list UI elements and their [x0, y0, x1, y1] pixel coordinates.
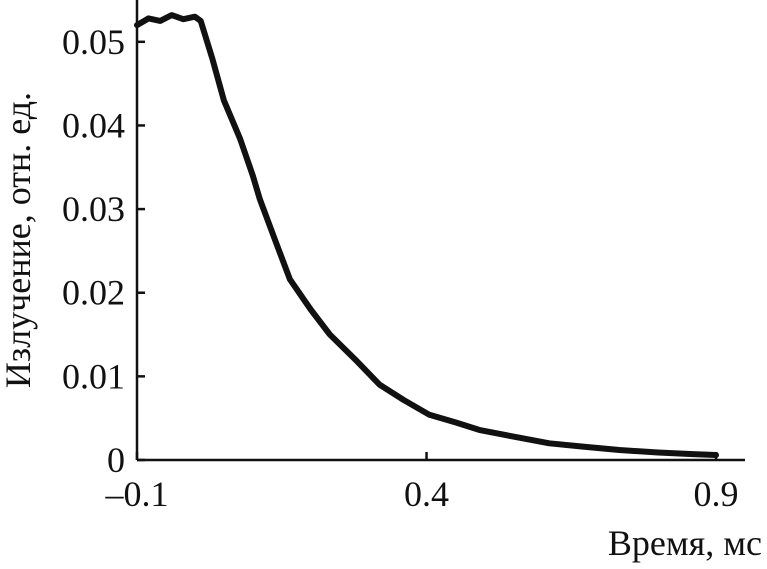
x-axis-label: Время, мс — [608, 523, 762, 563]
y-tick-label: 0.03 — [62, 189, 125, 229]
x-tick-label: 0.9 — [694, 474, 739, 514]
y-tick-label: 0.01 — [62, 356, 125, 396]
y-axis-label: Излучение, отн. ед. — [0, 92, 38, 388]
y-tick-label: 0.02 — [62, 273, 125, 313]
data-line — [134, 12, 719, 458]
y-tick-label: 0.04 — [62, 105, 125, 145]
y-tick-label: 0 — [107, 440, 125, 480]
x-tick-label: –0.1 — [105, 474, 169, 514]
y-tick-label: 0.05 — [62, 22, 125, 62]
x-tick-label: 0.4 — [404, 474, 449, 514]
